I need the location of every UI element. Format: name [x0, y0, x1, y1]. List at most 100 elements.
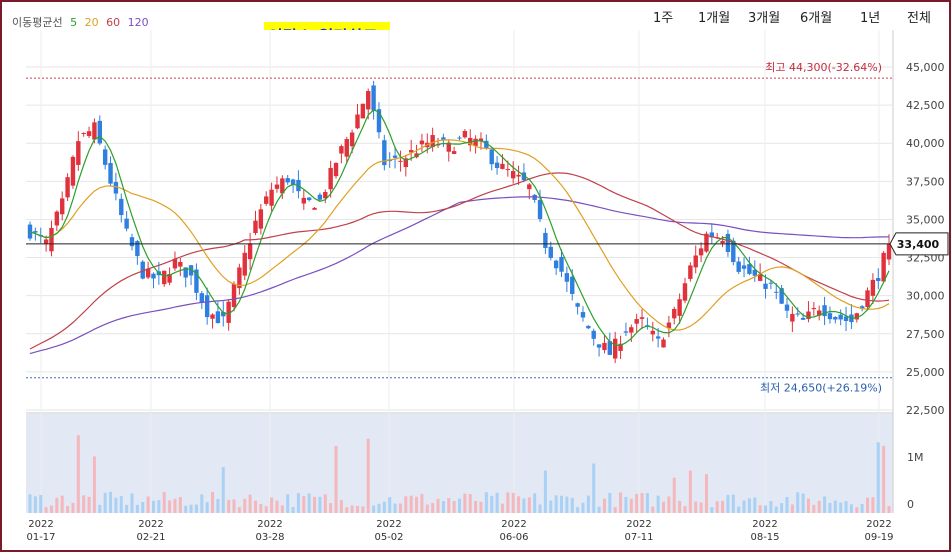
volume-bar: [747, 498, 751, 513]
volume-bar: [774, 506, 778, 513]
candle-body: [27, 224, 33, 239]
candle-body: [768, 282, 774, 284]
candle-body: [247, 243, 253, 260]
volume-bar: [592, 463, 596, 513]
candle-body: [527, 184, 532, 190]
volume-bar: [409, 495, 413, 513]
candle-body: [779, 288, 784, 304]
candle-body: [162, 270, 167, 285]
volume-bar: [694, 501, 698, 513]
volume-bar: [495, 492, 499, 513]
volume-bar: [484, 492, 488, 513]
candle-body: [570, 276, 575, 294]
tab-3-months[interactable]: 3개월: [748, 11, 781, 26]
candle-body: [323, 192, 328, 199]
volume-bar: [393, 503, 397, 513]
volume-bar: [76, 435, 80, 513]
candle-body: [392, 155, 398, 158]
volume-bar: [785, 497, 789, 513]
x-tick-date: 07-11: [624, 532, 653, 543]
volume-bar: [221, 467, 225, 513]
volume-bar: [135, 504, 139, 513]
volume-bar: [560, 495, 564, 513]
candle-body: [151, 273, 156, 279]
volume-bar: [98, 504, 102, 513]
candle-body: [827, 313, 833, 320]
tab-6-months[interactable]: 6개월: [800, 11, 833, 26]
volume-bar: [87, 496, 91, 513]
candle-body: [838, 314, 843, 320]
volume-bar: [662, 501, 666, 513]
volume-bar: [313, 496, 317, 513]
volume-bar: [168, 500, 172, 513]
volume-bar: [275, 500, 279, 513]
volume-bar: [248, 494, 252, 513]
candle-body: [677, 299, 682, 316]
x-tick-date: 06-06: [499, 532, 528, 543]
volume-bar: [817, 500, 821, 513]
candle-body: [494, 162, 500, 168]
volume-bar: [506, 492, 510, 513]
price-tick-label: 42,500: [906, 99, 945, 112]
current-price-label: 33,400: [897, 238, 940, 251]
volume-bar: [463, 493, 467, 513]
tab-all[interactable]: 전체: [907, 11, 931, 26]
volume-bar: [887, 505, 891, 513]
candle-body: [774, 291, 779, 293]
volume-bar: [608, 492, 612, 513]
volume-bar: [823, 496, 827, 513]
tab-1-year[interactable]: 1년: [860, 11, 881, 26]
price-tick-label: 37,500: [906, 175, 945, 188]
tab-1-month[interactable]: 1개월: [698, 11, 731, 26]
volume-bar: [490, 495, 494, 513]
volume-bar: [565, 496, 569, 513]
candle-body: [124, 218, 129, 229]
candle-body: [736, 261, 741, 272]
candle-body: [473, 138, 478, 146]
candle-body: [339, 146, 344, 154]
candle-body: [478, 138, 484, 142]
candle-body: [747, 264, 752, 274]
volume-bar: [597, 506, 601, 513]
candle-body: [859, 306, 865, 309]
tab-1-week[interactable]: 1주: [653, 11, 674, 26]
volume-bar: [667, 496, 671, 513]
volume-bar: [286, 494, 290, 513]
volume-bar: [345, 507, 349, 513]
candle-body: [269, 189, 274, 206]
volume-bar: [162, 492, 166, 513]
candle-body: [43, 239, 49, 245]
x-tick-year: 2022: [501, 519, 526, 530]
volume-bar: [92, 456, 96, 513]
candle-body: [333, 162, 339, 177]
volume-bar: [39, 495, 43, 513]
moving-average-legend: 이동평균선 5 20 60 120: [12, 14, 153, 30]
candle-body: [135, 241, 140, 257]
volume-bar: [458, 498, 461, 513]
candle-body: [366, 91, 371, 110]
candle-body: [688, 265, 693, 279]
candle-body: [757, 274, 763, 281]
candle-body: [510, 171, 516, 179]
volume-bar: [178, 497, 182, 513]
volume-bar: [366, 438, 370, 513]
volume-bar: [28, 494, 32, 513]
volume-bar: [173, 498, 177, 513]
candle-body: [886, 243, 892, 260]
volume-bar: [871, 497, 875, 513]
candle-body: [612, 338, 618, 359]
x-tick-year: 2022: [752, 519, 777, 530]
volume-bar: [382, 501, 386, 513]
candle-body: [285, 178, 290, 183]
x-tick-date: 09-19: [864, 532, 893, 543]
candle-body: [870, 279, 876, 296]
candle-body: [382, 140, 387, 166]
candle-body: [290, 179, 296, 185]
candle-body: [763, 283, 768, 289]
candle-body: [833, 316, 838, 320]
volume-bar: [44, 507, 48, 513]
volume-bar: [726, 494, 730, 513]
volume-bar: [640, 493, 644, 513]
candle-body: [720, 240, 725, 244]
volume-bar: [119, 496, 123, 513]
